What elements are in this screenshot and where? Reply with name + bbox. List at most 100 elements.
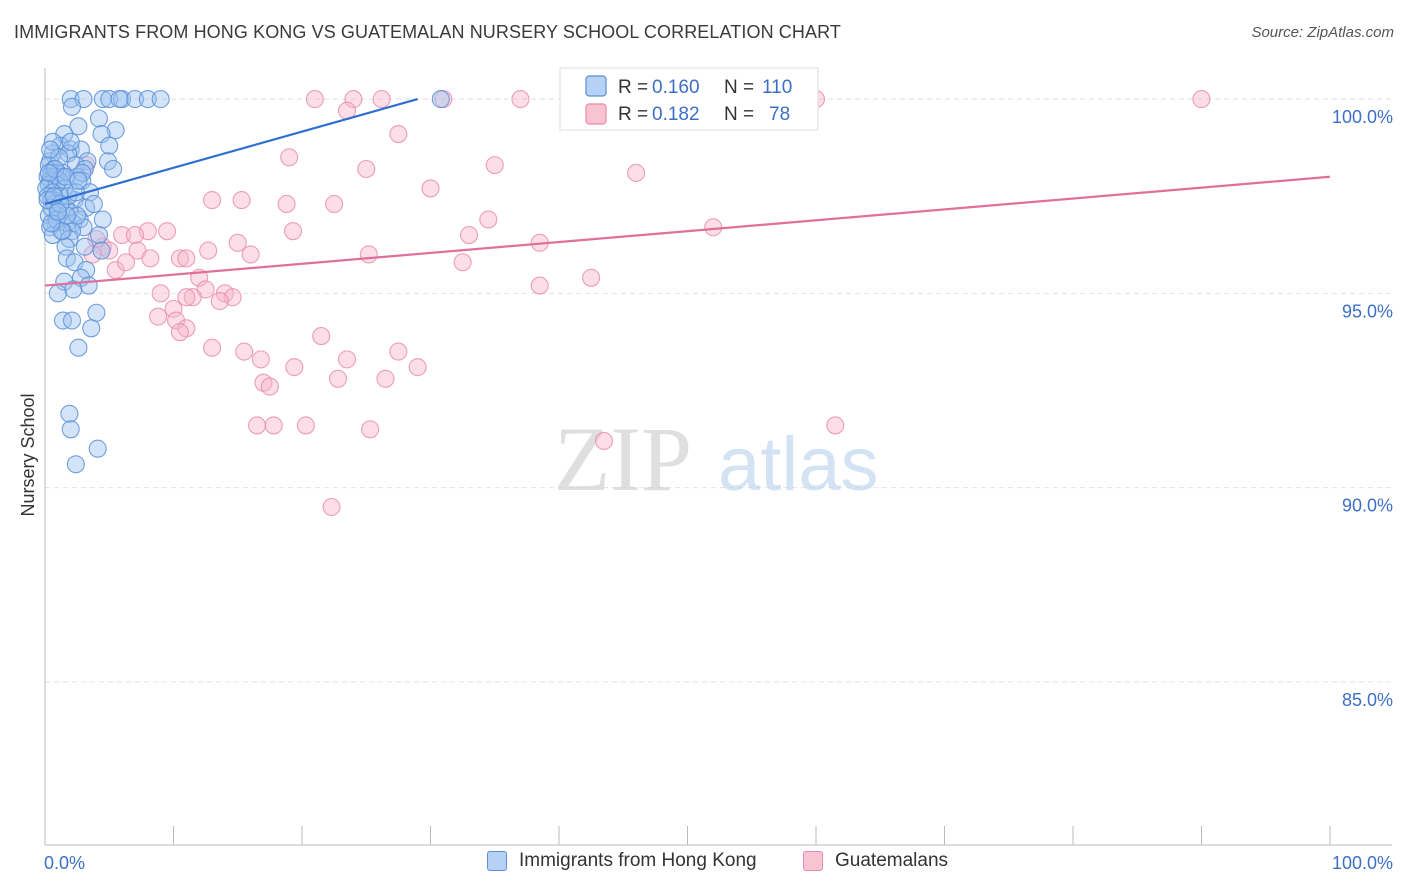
- point-hong-kong: [138, 90, 157, 109]
- point-guatemalans: [251, 350, 270, 369]
- point-guatemalans: [322, 497, 341, 517]
- point-hong-kong: [84, 194, 103, 214]
- point-guatemalans: [408, 358, 427, 377]
- point-hong-kong: [88, 439, 107, 458]
- point-guatemalans: [479, 210, 498, 229]
- point-guatemalans: [149, 307, 168, 326]
- point-hong-kong: [42, 214, 61, 233]
- point-guatemalans: [280, 148, 299, 167]
- point-guatemalans: [372, 90, 391, 109]
- point-hong-kong: [104, 159, 123, 179]
- point-hong-kong: [106, 121, 125, 140]
- point-hong-kong: [61, 420, 80, 439]
- point-guatemalans: [203, 338, 222, 357]
- x-tick-label: 100.0%: [1332, 853, 1393, 873]
- point-hong-kong: [68, 206, 87, 225]
- point-guatemalans: [283, 222, 303, 241]
- point-guatemalans: [151, 284, 170, 303]
- point-guatemalans: [826, 416, 845, 435]
- point-guatemalans: [582, 268, 601, 287]
- point-guatemalans: [296, 416, 315, 435]
- point-guatemalans: [277, 194, 296, 214]
- point-guatemalans: [357, 159, 376, 179]
- point-hong-kong: [89, 226, 109, 245]
- point-hong-kong: [100, 90, 119, 109]
- series-hong-kong: [37, 90, 450, 474]
- point-guatemalans: [312, 327, 331, 346]
- point-guatemalans: [511, 90, 530, 109]
- point-hong-kong: [64, 280, 83, 299]
- point-guatemalans: [389, 124, 408, 144]
- stats-legend: R = 0.160 N = 110 R = 0.182 N = 78: [559, 67, 819, 131]
- point-guatemalans: [453, 253, 472, 272]
- point-guatemalans: [203, 191, 222, 210]
- point-guatemalans: [113, 226, 132, 245]
- point-hong-kong: [48, 284, 67, 303]
- legend-r-value-1: 0.160: [652, 77, 700, 98]
- point-hong-kong: [69, 117, 88, 136]
- trend-lines: [44, 98, 1331, 287]
- point-guatemalans: [328, 369, 348, 388]
- y-tick-label: 85.0%: [1342, 690, 1393, 710]
- point-guatemalans: [210, 292, 229, 311]
- point-guatemalans: [421, 179, 440, 198]
- y-tick-label: 95.0%: [1342, 301, 1393, 321]
- point-guatemalans: [594, 431, 614, 451]
- point-hong-kong: [93, 210, 112, 229]
- point-guatemalans: [305, 90, 324, 109]
- point-guatemalans: [177, 288, 196, 307]
- point-hong-kong: [60, 404, 79, 423]
- point-guatemalans: [232, 191, 251, 210]
- legend-swatch-pink: [585, 103, 607, 125]
- point-hong-kong: [92, 241, 111, 260]
- point-hong-kong: [75, 237, 94, 256]
- legend-r-label-2: R =: [618, 104, 648, 125]
- point-guatemalans: [100, 241, 119, 260]
- watermark: ZIP atlas: [554, 408, 879, 510]
- x-tick-labels: 0.0% 100.0%: [44, 853, 1393, 873]
- point-guatemalans: [485, 156, 504, 175]
- y-tick-label: 90.0%: [1342, 496, 1393, 516]
- legend-label-guatemalans: Guatemalans: [835, 850, 949, 871]
- point-guatemalans: [361, 420, 380, 439]
- legend-item-hong-kong[interactable]: Immigrants from Hong Kong: [487, 850, 757, 872]
- point-hong-kong: [110, 90, 129, 109]
- y-axis-label: Nursery School: [18, 393, 38, 516]
- point-hong-kong: [57, 206, 76, 225]
- axes: [44, 68, 1392, 846]
- point-guatemalans: [125, 226, 144, 245]
- point-guatemalans: [235, 342, 254, 361]
- legend-n-value-1: 110: [762, 77, 792, 98]
- legend-r-value-2: 0.182: [652, 104, 700, 125]
- point-hong-kong: [69, 171, 88, 190]
- point-guatemalans: [228, 233, 247, 252]
- point-guatemalans: [344, 90, 363, 109]
- point-hong-kong: [62, 97, 82, 116]
- legend-n-label-1: N =: [724, 77, 754, 98]
- x-tick-label: 0.0%: [44, 853, 85, 873]
- point-hong-kong: [69, 338, 88, 357]
- point-guatemalans: [459, 226, 479, 245]
- point-guatemalans: [359, 245, 378, 264]
- point-guatemalans: [141, 249, 160, 268]
- chart-title: IMMIGRANTS FROM HONG KONG VS GUATEMALAN …: [14, 22, 841, 42]
- y-tick-label: 100.0%: [1332, 107, 1393, 127]
- point-guatemalans: [247, 416, 267, 435]
- legend-label-hong-kong: Immigrants from Hong Kong: [519, 850, 757, 871]
- grid-lines: [45, 98, 1392, 683]
- legend-item-guatemalans[interactable]: Guatemalans: [803, 850, 948, 872]
- point-hong-kong: [39, 163, 58, 182]
- point-hong-kong: [62, 311, 82, 330]
- legend-swatch-blue: [585, 75, 607, 97]
- point-guatemalans: [337, 350, 357, 369]
- legend-swatch-guatemalans: [803, 851, 823, 871]
- point-guatemalans: [530, 276, 549, 295]
- point-guatemalans: [170, 249, 189, 268]
- point-hong-kong: [89, 109, 109, 128]
- point-hong-kong: [41, 140, 60, 159]
- point-guatemalans: [1192, 90, 1211, 109]
- point-hong-kong: [87, 303, 106, 322]
- series-legend: Immigrants from Hong Kong Guatemalans: [0, 850, 1406, 880]
- legend-n-label-2: N =: [724, 104, 754, 125]
- point-hong-kong: [66, 455, 85, 474]
